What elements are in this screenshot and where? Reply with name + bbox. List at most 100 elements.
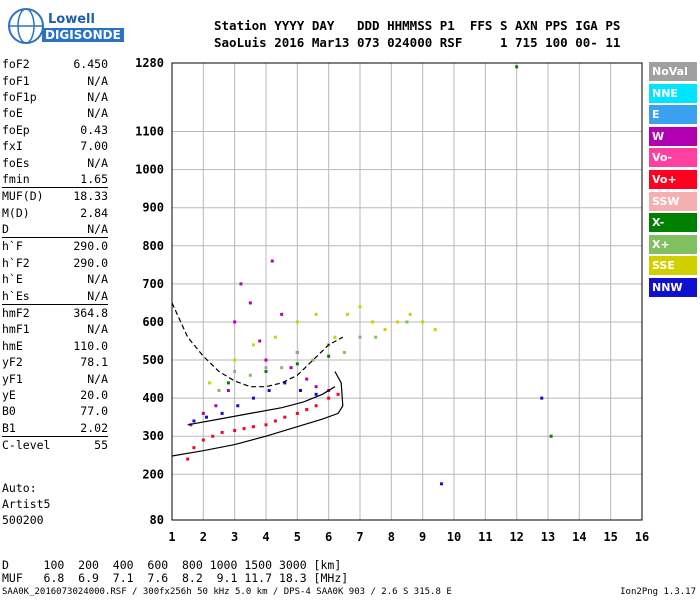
param-key: C-level bbox=[2, 438, 51, 453]
data-point bbox=[233, 369, 237, 373]
data-point bbox=[289, 366, 293, 370]
data-point bbox=[248, 373, 252, 377]
data-point bbox=[242, 427, 246, 431]
param-value: 78.1 bbox=[80, 355, 108, 370]
param-row: C-level 55 bbox=[2, 437, 108, 453]
param-value: 7.00 bbox=[80, 139, 108, 154]
param-key: yE bbox=[2, 388, 16, 402]
param-row: foF2 6.450 bbox=[2, 56, 108, 72]
legend-item: X+ bbox=[649, 234, 697, 254]
param-separator bbox=[2, 435, 108, 437]
param-value: 2.02 bbox=[80, 420, 108, 435]
param-key: fxI bbox=[2, 139, 23, 154]
profile-trace bbox=[171, 302, 344, 388]
legend-item: W bbox=[649, 126, 697, 146]
data-point bbox=[239, 282, 243, 286]
param-value: N/A bbox=[87, 73, 108, 88]
y-tick-label: 400 bbox=[142, 391, 164, 405]
param-row: fmin 1.65 bbox=[2, 171, 108, 187]
data-point bbox=[295, 411, 299, 415]
artist-version: Artist5 bbox=[2, 497, 51, 511]
param-key: hmE bbox=[2, 338, 23, 353]
data-point bbox=[433, 328, 437, 332]
profile-trace bbox=[187, 386, 336, 426]
data-point bbox=[264, 358, 268, 362]
param-row: D N/A bbox=[2, 221, 108, 237]
auto-label: Auto: bbox=[2, 481, 37, 495]
data-point bbox=[233, 429, 237, 433]
param-key: D bbox=[2, 222, 9, 237]
data-point bbox=[298, 389, 302, 393]
param-row: yE 20.0 bbox=[2, 387, 108, 403]
plot-frame bbox=[171, 62, 643, 521]
data-point bbox=[358, 305, 362, 309]
param-row: h`E N/A bbox=[2, 271, 108, 287]
data-point bbox=[333, 335, 337, 339]
x-tick-label: 2 bbox=[200, 530, 207, 544]
param-key: h`Es bbox=[2, 288, 30, 303]
param-row: hmF2 364.8 bbox=[2, 305, 108, 321]
data-point bbox=[220, 411, 224, 415]
param-value: N/A bbox=[87, 89, 108, 104]
data-point bbox=[295, 350, 299, 354]
param-row: h`Es N/A bbox=[2, 287, 108, 303]
param-key: hmF2 bbox=[2, 306, 30, 321]
param-row: yF2 78.1 bbox=[2, 354, 108, 370]
y-tick-label: 800 bbox=[142, 239, 164, 253]
legend-item: Vo- bbox=[649, 148, 697, 168]
legend-item: SSE bbox=[649, 256, 697, 276]
data-point bbox=[371, 320, 375, 324]
header-line2: SaoLuis 2016 Mar13 073 024000 RSF 1 715 … bbox=[214, 35, 621, 50]
data-point bbox=[405, 320, 409, 324]
param-value: N/A bbox=[87, 155, 108, 170]
data-point bbox=[233, 358, 237, 362]
x-tick-label: 7 bbox=[356, 530, 363, 544]
data-point bbox=[251, 343, 255, 347]
data-point bbox=[305, 408, 309, 412]
param-row: M(D) 2.84 bbox=[2, 205, 108, 221]
y-tick-label: 1280 bbox=[135, 56, 164, 70]
data-point bbox=[280, 312, 284, 316]
x-tick-label: 12 bbox=[509, 530, 523, 544]
param-key: yF2 bbox=[2, 355, 23, 370]
param-separator bbox=[2, 237, 108, 239]
data-point bbox=[311, 358, 315, 362]
param-value: 110.0 bbox=[73, 338, 108, 353]
param-key: foEs bbox=[2, 155, 30, 170]
data-point bbox=[273, 335, 277, 339]
data-point bbox=[314, 385, 318, 389]
data-point bbox=[396, 320, 400, 324]
param-value: 290.0 bbox=[73, 255, 108, 270]
x-tick-label: 10 bbox=[447, 530, 461, 544]
data-point bbox=[273, 419, 277, 423]
logo-line1: Lowell bbox=[48, 12, 95, 27]
footer-version: Ion2Png 1.3.17 bbox=[620, 587, 696, 597]
param-value: 77.0 bbox=[80, 404, 108, 419]
data-point bbox=[439, 482, 443, 486]
data-point bbox=[220, 430, 224, 434]
param-value: 0.43 bbox=[80, 122, 108, 137]
data-point bbox=[280, 366, 284, 370]
data-point bbox=[264, 423, 268, 427]
param-separator bbox=[2, 187, 108, 189]
data-point bbox=[421, 320, 425, 324]
data-point bbox=[345, 312, 349, 316]
legend-item: SSW bbox=[649, 191, 697, 211]
y-tick-label: 600 bbox=[142, 315, 164, 329]
param-value: N/A bbox=[87, 106, 108, 121]
x-tick-label: 16 bbox=[635, 530, 649, 544]
data-point bbox=[201, 411, 205, 415]
data-point bbox=[192, 446, 196, 450]
legend-item: E bbox=[649, 105, 697, 125]
param-value: N/A bbox=[87, 371, 108, 386]
y-tick-label: 1100 bbox=[135, 125, 164, 139]
muf-row: MUF 6.8 6.9 7.1 7.6 8.2 9.1 11.7 18.3 [M… bbox=[2, 571, 349, 585]
logo-line2: DIGISONDE bbox=[42, 28, 124, 42]
parameter-table: foF2 6.450 foF1 N/A foF1p N/A foE N/A foEp 0.43 fx… bbox=[2, 56, 108, 453]
data-point bbox=[515, 65, 519, 69]
data-point bbox=[233, 320, 237, 324]
param-value: 18.33 bbox=[73, 189, 108, 204]
param-key: yF1 bbox=[2, 371, 23, 386]
y-tick-label: 900 bbox=[142, 201, 164, 215]
x-tick-label: 14 bbox=[572, 530, 586, 544]
